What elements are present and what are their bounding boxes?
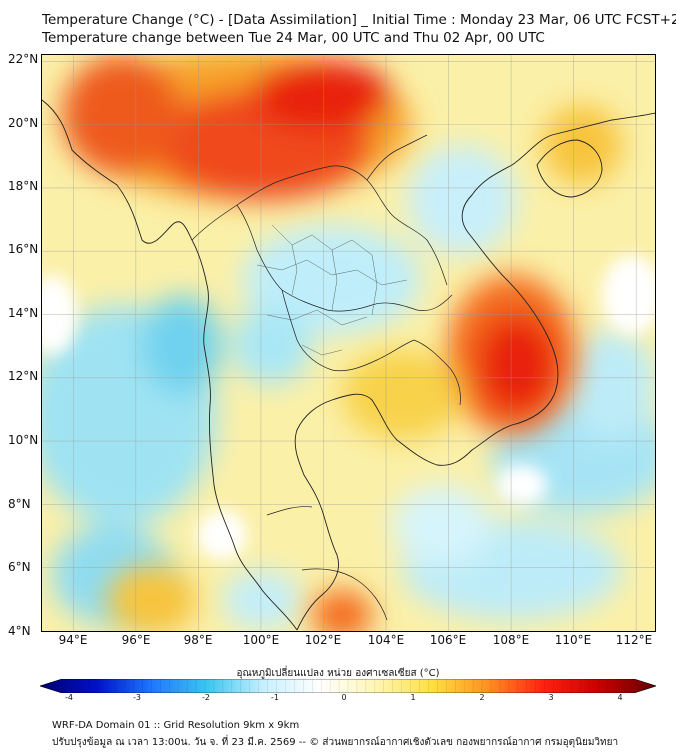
- longitude-label-108: 108°E: [492, 633, 530, 647]
- chart-title: Temperature Change (°C) - [Data Assimila…: [42, 12, 676, 28]
- longitude-label-96: 96°E: [121, 633, 151, 647]
- map-canvas: [42, 55, 655, 631]
- colorbar-title: อุณหภูมิเปลี่ยนแปลง หน่วย องศาเซลเซียส (…: [236, 668, 440, 679]
- latitude-label-10: 10°N: [8, 433, 39, 447]
- longitude-label-102: 102°E: [304, 633, 342, 647]
- longitude-label-106: 106°E: [429, 633, 467, 647]
- colorbar-tick-2: 2: [479, 693, 485, 702]
- colorbar-tick-4: 4: [617, 693, 623, 702]
- longitude-label-94: 94°E: [58, 633, 88, 647]
- latitude-label-18: 18°N: [8, 179, 39, 193]
- footer-credit: ปรับปรุงข้อมูล ณ เวลา 13:00น. วัน จ. ที่…: [52, 737, 619, 748]
- chart-subtitle: Temperature change between Tue 24 Mar, 0…: [42, 30, 545, 46]
- colorbar: [40, 679, 656, 693]
- colorbar-ramp: [40, 679, 656, 693]
- country-borders: [191, 134, 461, 621]
- colorbar-tick-0: 0: [341, 693, 347, 702]
- footer-model-info: WRF-DA Domain 01 :: Grid Resolution 9km …: [52, 720, 300, 731]
- latitude-label-4: 4°N: [8, 624, 31, 638]
- longitude-label-98: 98°E: [183, 633, 213, 647]
- colorbar-tick-m2: -2: [202, 693, 210, 702]
- latitude-label-16: 16°N: [8, 242, 39, 256]
- colorbar-tick-1: 1: [410, 693, 416, 702]
- field-warm-areas: [62, 55, 622, 631]
- latitude-label-8: 8°N: [8, 497, 31, 511]
- colorbar-tick-m4: -4: [65, 693, 73, 702]
- province-boundaries: [256, 224, 408, 356]
- latitude-label-14: 14°N: [8, 306, 39, 320]
- coastlines: [42, 99, 655, 631]
- latitude-label-6: 6°N: [8, 560, 31, 574]
- longitude-label-100: 100°E: [242, 633, 280, 647]
- longitude-label-112: 112°E: [615, 633, 653, 647]
- latitude-label-12: 12°N: [8, 369, 39, 383]
- colorbar-tick-m3: -3: [133, 693, 141, 702]
- longitude-label-110: 110°E: [554, 633, 592, 647]
- temperature-change-map: [41, 54, 656, 632]
- longitude-label-104: 104°E: [367, 633, 405, 647]
- colorbar-tick-3: 3: [548, 693, 554, 702]
- latitude-label-22: 22°N: [8, 52, 39, 66]
- colorbar-tick-m1: -1: [271, 693, 279, 702]
- latitude-label-20: 20°N: [8, 116, 39, 130]
